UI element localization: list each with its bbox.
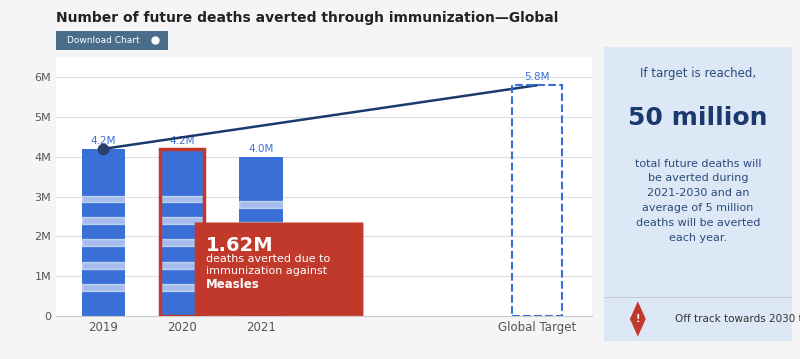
Text: !: ! [635, 314, 640, 324]
Text: 4.2M: 4.2M [90, 136, 116, 146]
Point [97, 146, 110, 152]
Text: Download Chart: Download Chart [66, 36, 139, 45]
Text: 4.2M: 4.2M [170, 136, 195, 146]
Text: 50 million: 50 million [628, 106, 768, 130]
Text: If target is reached,: If target is reached, [640, 67, 756, 80]
Text: total future deaths will
be averted during
2021-2030 and an
average of 5 million: total future deaths will be averted duri… [634, 159, 762, 243]
Text: Number of future deaths averted through immunization—Global: Number of future deaths averted through … [56, 11, 558, 25]
FancyBboxPatch shape [194, 223, 363, 316]
Bar [512, 85, 562, 316]
Bar [239, 157, 282, 316]
Text: 4.0M: 4.0M [248, 144, 274, 154]
Text: ℹ: ℹ [153, 36, 156, 45]
Polygon shape [630, 301, 646, 337]
Bar [161, 149, 204, 316]
Bar [82, 149, 125, 316]
Text: immunization against: immunization against [206, 266, 327, 276]
Text: 1.62M: 1.62M [206, 236, 274, 255]
Text: deaths averted due to: deaths averted due to [206, 254, 330, 264]
Text: 5.8M: 5.8M [524, 73, 550, 83]
FancyBboxPatch shape [597, 35, 799, 353]
Text: Off track towards 2030 target: Off track towards 2030 target [675, 314, 800, 324]
Bar [161, 149, 204, 316]
Text: Measles: Measles [206, 278, 259, 291]
